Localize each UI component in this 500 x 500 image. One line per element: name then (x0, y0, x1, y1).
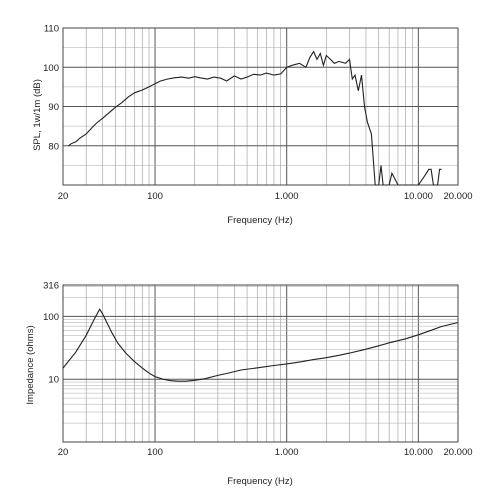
impedance-x-tick-label: 20.000 (443, 447, 472, 458)
spl-grid (62, 27, 459, 186)
impedance-x-tick-label: 1.000 (275, 447, 299, 458)
impedance-curve (62, 308, 459, 382)
impedance-tick-labels: 316 100 10 20 100 1.000 10.000 20.000 (43, 281, 472, 459)
spl-y-axis-label: SPL, 1w/1m (dB) (32, 79, 43, 151)
impedance-plot-frame (62, 284, 459, 443)
spl-tick-labels: 80 90 100 110 20 100 1.000 10.000 20.000 (43, 24, 472, 203)
spl-y-tick-label: 90 (48, 102, 59, 113)
impedance-x-tick-label: 100 (147, 447, 163, 458)
impedance-y-tick-label: 10 (48, 375, 59, 386)
spl-y-tick-label: 100 (43, 63, 59, 74)
impedance-y-tick-label: 100 (43, 312, 59, 323)
impedance-x-axis-label: Frequency (Hz) (227, 476, 292, 487)
spl-plot-frame (62, 27, 459, 186)
impedance-y-axis-label: Impedance (ohms) (25, 325, 36, 404)
impedance-grid (62, 284, 459, 443)
spl-x-tick-label: 20.000 (443, 191, 472, 202)
impedance-x-tick-label: 20 (58, 447, 69, 458)
spl-x-tick-label: 1.000 (275, 191, 299, 202)
spl-x-tick-label: 10.000 (404, 191, 433, 202)
spl-x-axis-label: Frequency (Hz) (227, 215, 292, 226)
spl-y-tick-label: 80 (48, 141, 59, 152)
spl-x-tick-label: 20 (58, 191, 69, 202)
spl-y-tick-label: 110 (44, 24, 59, 35)
impedance-y-tick-label: 316 (43, 281, 59, 292)
impedance-x-tick-label: 10.000 (404, 447, 433, 458)
spl-response-curve (68, 50, 442, 186)
spl-x-tick-label: 100 (147, 191, 163, 202)
